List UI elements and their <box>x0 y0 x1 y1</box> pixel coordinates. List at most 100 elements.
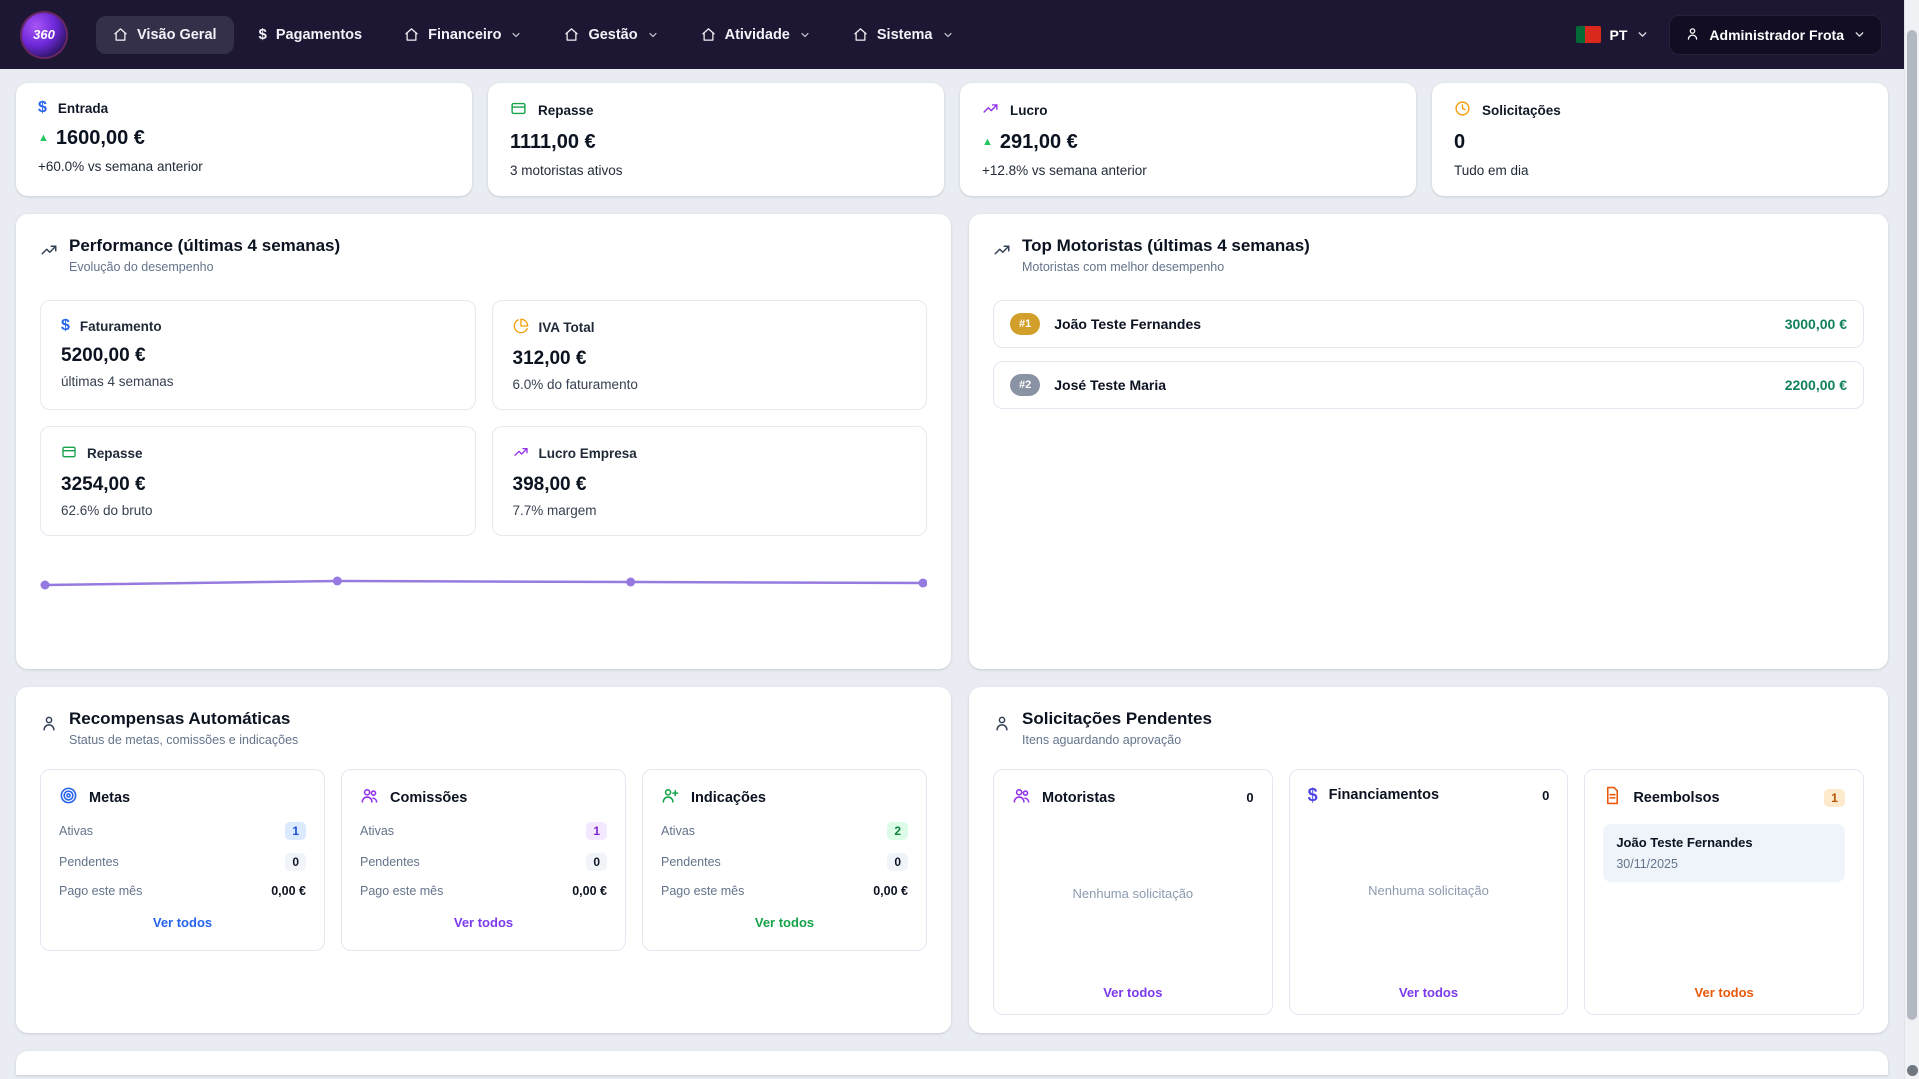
main-content: $ Entrada ▲ 1600,00 € +60.0% vs semana ant… <box>0 69 1904 1075</box>
trending-up-icon <box>40 241 58 274</box>
app-logo[interactable]: 360 <box>22 12 66 57</box>
reward-card-indicacoes: Indicações Ativas 2 Pendentes 0 Pago este … <box>642 769 927 951</box>
nav-item-gestao[interactable]: Gestão <box>547 16 675 54</box>
see-all-link[interactable]: Ver todos <box>152 915 213 930</box>
rank-badge: #1 <box>1010 313 1041 335</box>
language-label: PT <box>1609 26 1628 43</box>
pending-requests-panel: Solicitações Pendentes Itens aguardando … <box>969 687 1888 1033</box>
stat-label: Entrada <box>57 100 109 116</box>
active-count-badge: 1 <box>285 822 306 840</box>
rewards-grid: Metas Ativas 1 Pendentes 0 Pago este mês 0,… <box>40 769 927 951</box>
stats-row: $ Entrada ▲ 1600,00 € +60.0% vs semana ant… <box>16 83 1888 196</box>
stat-caption: +60.0% vs semana anterior <box>38 159 203 174</box>
home-icon <box>853 27 868 42</box>
dollar-icon: $ <box>258 26 267 43</box>
metric-label: IVA Total <box>538 320 595 335</box>
metric-card-faturamento: $ Faturamento 5200,00 € últimas 4 semanas <box>40 300 476 410</box>
next-section-card <box>16 1051 1888 1075</box>
file-text-icon <box>1603 786 1622 809</box>
pending-count-badge: 0 <box>887 853 908 871</box>
home-icon <box>564 27 579 42</box>
metric-caption: 62.6% do bruto <box>61 503 153 518</box>
user-plus-icon <box>661 786 680 809</box>
paid-value: 0,00 € <box>873 884 908 898</box>
row-label: Ativas <box>360 824 395 838</box>
metric-value: 312,00 € <box>512 348 587 369</box>
row-label: Ativas <box>661 824 696 838</box>
reward-title: Metas <box>89 789 131 806</box>
user-icon <box>1685 26 1700 44</box>
profile-menu[interactable]: Administrador Frota <box>1669 14 1882 55</box>
driver-list: #1 João Teste Fernandes 3000,00 € #2 Jos… <box>993 300 1864 409</box>
panel-subtitle: Itens aguardando aprovação <box>1022 733 1182 747</box>
see-all-link[interactable]: Ver todos <box>453 915 514 930</box>
active-count-badge: 1 <box>586 822 607 840</box>
metric-card-lucro-empresa: Lucro Empresa 398,00 € 7.7% margem <box>491 426 927 536</box>
language-selector[interactable]: PT <box>1575 26 1650 43</box>
see-all-link[interactable]: Ver todos <box>754 915 815 930</box>
nav-item-atividade[interactable]: Atividade <box>684 16 828 54</box>
panel-subtitle: Motoristas com melhor desempenho <box>1022 260 1225 274</box>
trending-up-icon <box>982 100 999 120</box>
stat-value: 1111,00 € <box>510 131 596 153</box>
request-date: 30/11/2025 <box>1616 857 1678 871</box>
stat-caption: 3 motoristas ativos <box>510 163 623 178</box>
home-icon <box>404 27 419 42</box>
panel-subtitle: Evolução do desempenho <box>69 260 214 274</box>
bottom-row: Recompensas Automáticas Status de metas,… <box>16 687 1888 1033</box>
reward-card-comissoes: Comissões Ativas 1 Pendentes 0 Pago este m… <box>341 769 626 951</box>
pending-title: Reembolsos <box>1633 789 1720 806</box>
trending-up-icon <box>513 444 529 463</box>
user-icon <box>993 714 1011 747</box>
reward-title: Indicações <box>691 789 766 806</box>
row-label: Pendentes <box>661 855 721 869</box>
pending-card-financiamentos: $ Financiamentos 0 Nenhuma solicitação Ver… <box>1288 769 1569 1015</box>
home-icon <box>113 27 128 42</box>
stat-label: Lucro <box>1010 102 1048 118</box>
stat-card-repasse: Repasse 1111,00 € 3 motoristas ativos <box>488 83 944 196</box>
scrollbar-thumb[interactable] <box>1907 30 1917 1020</box>
request-name: João Teste Fernandes <box>1616 835 1753 850</box>
performance-metrics: $ Faturamento 5200,00 € últimas 4 semanas… <box>40 300 927 536</box>
nav-item-sistema[interactable]: Sistema <box>836 16 971 54</box>
see-all-link[interactable]: Ver todos <box>1694 985 1754 1000</box>
reward-card-metas: Metas Ativas 1 Pendentes 0 Pago este mês 0,… <box>40 769 325 951</box>
nav-item-label: Visão Geral <box>137 26 217 43</box>
nav-item-label: Pagamentos <box>275 26 363 43</box>
driver-row: #1 João Teste Fernandes 3000,00 € <box>993 300 1864 348</box>
trending-up-icon <box>993 241 1011 274</box>
metric-caption: últimas 4 semanas <box>61 374 174 389</box>
panel-title: Solicitações Pendentes <box>1022 709 1212 728</box>
pending-grid: Motoristas 0 Nenhuma solicitação Ver todo… <box>993 769 1864 1015</box>
nav-menu: Visão Geral $ Pagamentos Financeiro Gest… <box>96 15 971 54</box>
nav-item-pagamentos[interactable]: $ Pagamentos <box>242 16 380 54</box>
request-list-item[interactable]: João Teste Fernandes 30/11/2025 <box>1603 824 1845 882</box>
stat-label: Solicitações <box>1482 102 1561 118</box>
users-icon <box>360 786 379 809</box>
see-all-link[interactable]: Ver todos <box>1103 985 1163 1000</box>
metric-caption: 7.7% margem <box>512 503 597 518</box>
nav-item-label: Atividade <box>724 26 790 43</box>
driver-name: João Teste Fernandes <box>1054 316 1202 332</box>
empty-state-text: Nenhuma solicitação <box>1072 885 1194 901</box>
chevron-down-icon <box>510 29 522 41</box>
panel-title: Top Motoristas (últimas 4 semanas) <box>1022 236 1310 255</box>
nav-item-financeiro[interactable]: Financeiro <box>387 16 539 54</box>
panel-title: Performance (últimas 4 semanas) <box>69 236 341 255</box>
panel-title: Recompensas Automáticas <box>69 709 291 728</box>
scrollbar-bottom-button[interactable] <box>1907 1065 1918 1076</box>
panel-subtitle: Status de metas, comissões e indicações <box>69 733 299 747</box>
vertical-scrollbar[interactable] <box>1904 0 1919 1079</box>
target-icon <box>59 786 78 809</box>
pie-chart-icon <box>513 318 529 337</box>
paid-value: 0,00 € <box>572 884 607 898</box>
nav-item-label: Sistema <box>876 26 933 43</box>
chevron-down-icon <box>1636 28 1649 41</box>
stat-value: 291,00 € <box>999 131 1078 153</box>
profile-label: Administrador Frota <box>1709 26 1844 43</box>
stat-value: 0 <box>1454 131 1466 153</box>
pending-count-badge: 0 <box>586 853 607 871</box>
nav-right: PT Administrador Frota <box>1575 14 1882 55</box>
see-all-link[interactable]: Ver todos <box>1398 985 1459 1000</box>
nav-item-visao-geral[interactable]: Visão Geral <box>96 15 234 54</box>
